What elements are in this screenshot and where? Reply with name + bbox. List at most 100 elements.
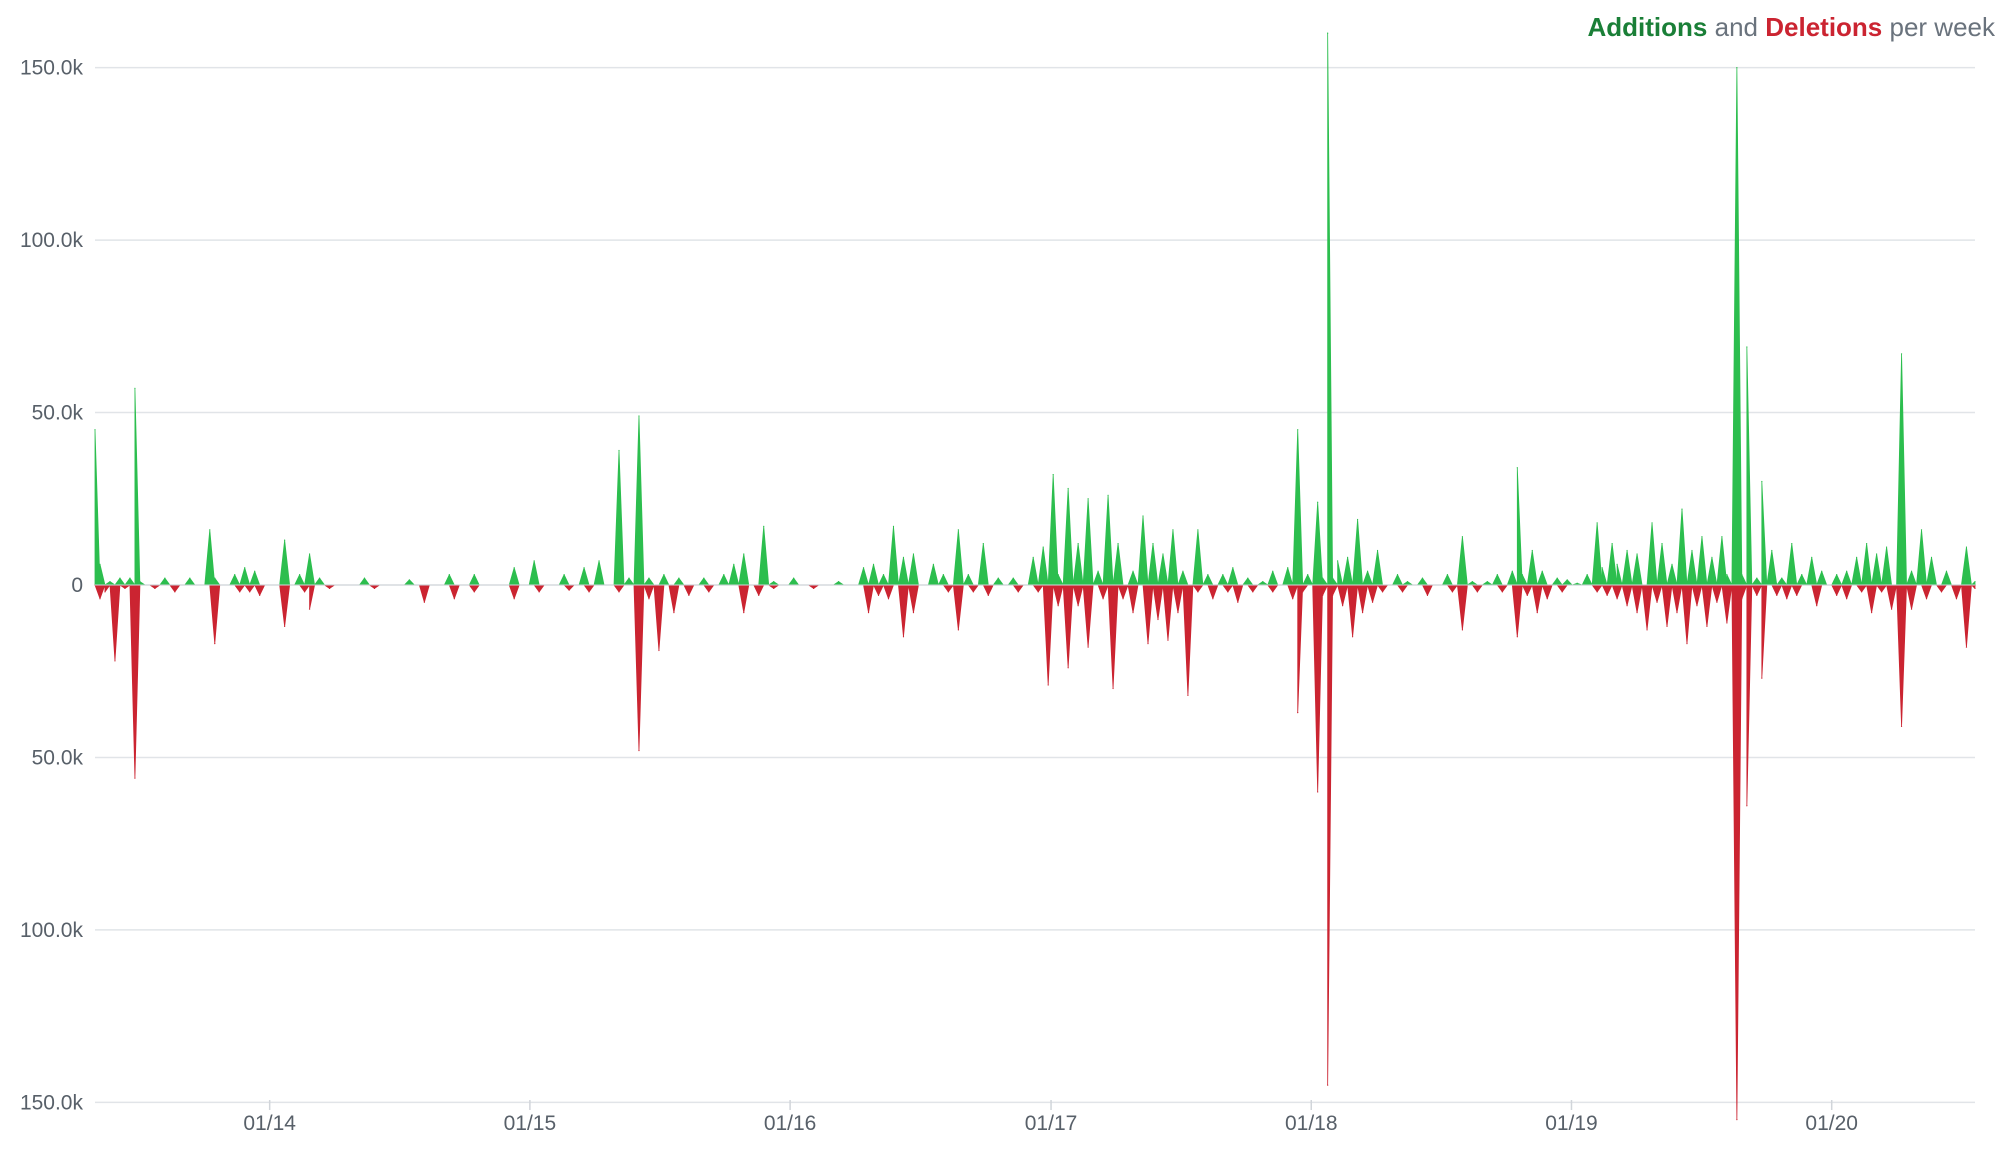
deletions-point-6 <box>174 591 176 593</box>
deletions-point-74 <box>1361 611 1364 614</box>
additions-point-144 <box>1974 580 1976 583</box>
deletions-point-73 <box>1352 636 1354 638</box>
additions-point-7 <box>164 577 166 579</box>
additions-point-131 <box>1821 570 1823 572</box>
deletions-point-53 <box>1132 611 1134 614</box>
deletions-point-76 <box>1381 591 1384 593</box>
additions-point-44 <box>892 525 895 527</box>
additions-point-128 <box>1791 543 1793 545</box>
additions-point-79 <box>1307 574 1309 576</box>
deletions-point-18 <box>473 591 475 593</box>
deletions-point-96 <box>1676 611 1678 614</box>
deletions-point-56 <box>1167 639 1169 641</box>
additions-point-26 <box>598 560 600 562</box>
x-tick-label-1: 01/15 <box>504 1112 557 1135</box>
additions-point-143 <box>1965 546 1968 548</box>
x-tick-label-6: 01/20 <box>1805 1112 1858 1135</box>
deletions-point-49 <box>1087 646 1089 648</box>
additions-point-97 <box>1511 570 1513 572</box>
additions-point-19 <box>408 579 410 581</box>
additions-point-124 <box>1756 577 1758 579</box>
deletions-point-0 <box>99 598 101 600</box>
additions-point-72 <box>1222 574 1224 576</box>
additions-point-81 <box>1322 577 1324 579</box>
additions-point-121 <box>1736 66 1738 69</box>
additions-point-82 <box>1327 32 1329 34</box>
additions-point-30 <box>648 577 650 579</box>
deletions-point-108 <box>1786 598 1788 600</box>
deletions-point-75 <box>1371 601 1374 603</box>
deletions-point-98 <box>1696 605 1698 607</box>
deletions-point-52 <box>1122 598 1124 600</box>
additions-point-62 <box>1107 494 1109 496</box>
deletions-point-110 <box>1816 605 1818 607</box>
additions-point-13 <box>254 570 256 572</box>
additions-point-24 <box>563 574 565 576</box>
deletions-point-113 <box>1861 591 1863 593</box>
deletions-legend-label: Deletions <box>1765 12 1883 42</box>
additions-point-132 <box>1836 574 1838 576</box>
additions-point-120 <box>1726 574 1728 576</box>
additions-point-33 <box>703 577 705 579</box>
additions-point-31 <box>663 574 665 576</box>
additions-point-122 <box>1741 574 1743 576</box>
additions-point-87 <box>1366 570 1369 572</box>
deletions-point-24 <box>638 749 640 752</box>
deletions-point-106 <box>1761 677 1763 679</box>
additions-point-18 <box>363 577 366 579</box>
deletions-point-61 <box>1227 591 1229 593</box>
x-tick-label-3: 01/17 <box>1025 1112 1078 1135</box>
additions-point-71 <box>1207 574 1209 576</box>
additions-point-117 <box>1701 536 1703 538</box>
additions-point-88 <box>1376 549 1379 552</box>
additions-point-84 <box>1337 560 1339 562</box>
additions-point-9 <box>209 529 211 531</box>
additions-point-59 <box>1077 543 1079 545</box>
additions-point-23 <box>533 560 535 562</box>
deletions-point-17 <box>453 598 455 600</box>
deletions-point-69 <box>1322 594 1324 596</box>
additions-point-77 <box>1287 567 1289 569</box>
additions-point-139 <box>1910 570 1913 572</box>
deletions-point-66 <box>1297 712 1299 714</box>
legend-and-text: and <box>1714 12 1758 42</box>
additions-point-21 <box>473 574 475 576</box>
additions-point-5 <box>134 387 136 389</box>
deletions-point-105 <box>1756 594 1758 596</box>
deletions-point-2 <box>114 660 116 662</box>
additions-point-37 <box>763 525 765 527</box>
deletions-point-3 <box>124 587 126 590</box>
deletions-point-118 <box>1910 608 1913 610</box>
additions-point-22 <box>513 567 515 569</box>
deletions-point-91 <box>1626 605 1628 607</box>
additions-point-111 <box>1636 553 1638 555</box>
additions-point-140 <box>1920 529 1923 531</box>
deletions-point-77 <box>1401 591 1404 593</box>
additions-point-42 <box>872 563 875 565</box>
deletions-point-22 <box>588 591 590 593</box>
deletions-point-86 <box>1546 598 1548 600</box>
deletions-point-54 <box>1147 643 1149 645</box>
additions-point-133 <box>1846 570 1848 572</box>
additions-point-63 <box>1117 543 1119 545</box>
deletions-point-79 <box>1451 591 1454 593</box>
additions-point-107 <box>1601 567 1603 569</box>
additions-point-90 <box>1406 580 1409 583</box>
additions-point-61 <box>1097 570 1099 572</box>
deletions-point-89 <box>1606 594 1608 596</box>
deletions-point-81 <box>1476 591 1478 593</box>
additions-point-64 <box>1132 570 1134 572</box>
additions-point-55 <box>1042 546 1044 548</box>
additions-point-20 <box>448 574 450 576</box>
additions-point-92 <box>1446 574 1449 576</box>
additions-point-67 <box>1162 553 1164 555</box>
additions-point-112 <box>1651 522 1653 524</box>
deletions-point-7 <box>214 643 216 645</box>
additions-point-10 <box>214 577 216 579</box>
additions-point-110 <box>1626 549 1628 552</box>
additions-point-100 <box>1531 549 1533 552</box>
deletions-area <box>94 584 1976 1121</box>
deletions-point-100 <box>1716 601 1718 603</box>
additions-point-32 <box>678 577 680 579</box>
deletions-point-103 <box>1741 598 1743 600</box>
